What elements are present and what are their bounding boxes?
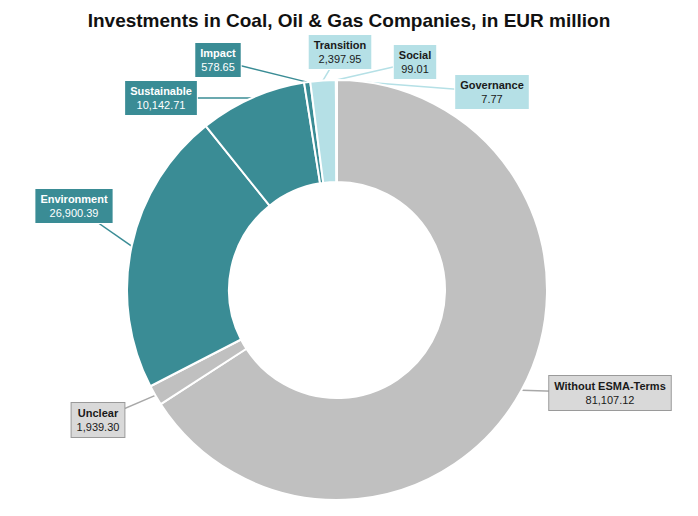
- svg-text:1,939.30: 1,939.30: [77, 421, 120, 433]
- svg-text:Transition: Transition: [314, 39, 367, 51]
- svg-text:7.77: 7.77: [481, 93, 502, 105]
- svg-text:Investments in Coal, Oil & Gas: Investments in Coal, Oil & Gas Companies…: [88, 10, 611, 31]
- svg-text:578.65: 578.65: [201, 61, 235, 73]
- svg-text:Social: Social: [399, 49, 431, 61]
- svg-text:99.01: 99.01: [401, 63, 429, 75]
- svg-text:10,142.71: 10,142.71: [137, 99, 186, 111]
- svg-text:2,397.95: 2,397.95: [319, 53, 362, 65]
- svg-text:Without ESMA-Terms: Without ESMA-Terms: [554, 380, 666, 392]
- svg-text:Unclear: Unclear: [78, 407, 119, 419]
- svg-text:Sustainable: Sustainable: [130, 85, 192, 97]
- svg-text:Impact: Impact: [200, 47, 236, 59]
- svg-text:81,107.12: 81,107.12: [586, 394, 635, 406]
- svg-text:26,900.39: 26,900.39: [50, 207, 99, 219]
- svg-text:Governance: Governance: [460, 79, 524, 91]
- svg-text:Environment: Environment: [40, 193, 108, 205]
